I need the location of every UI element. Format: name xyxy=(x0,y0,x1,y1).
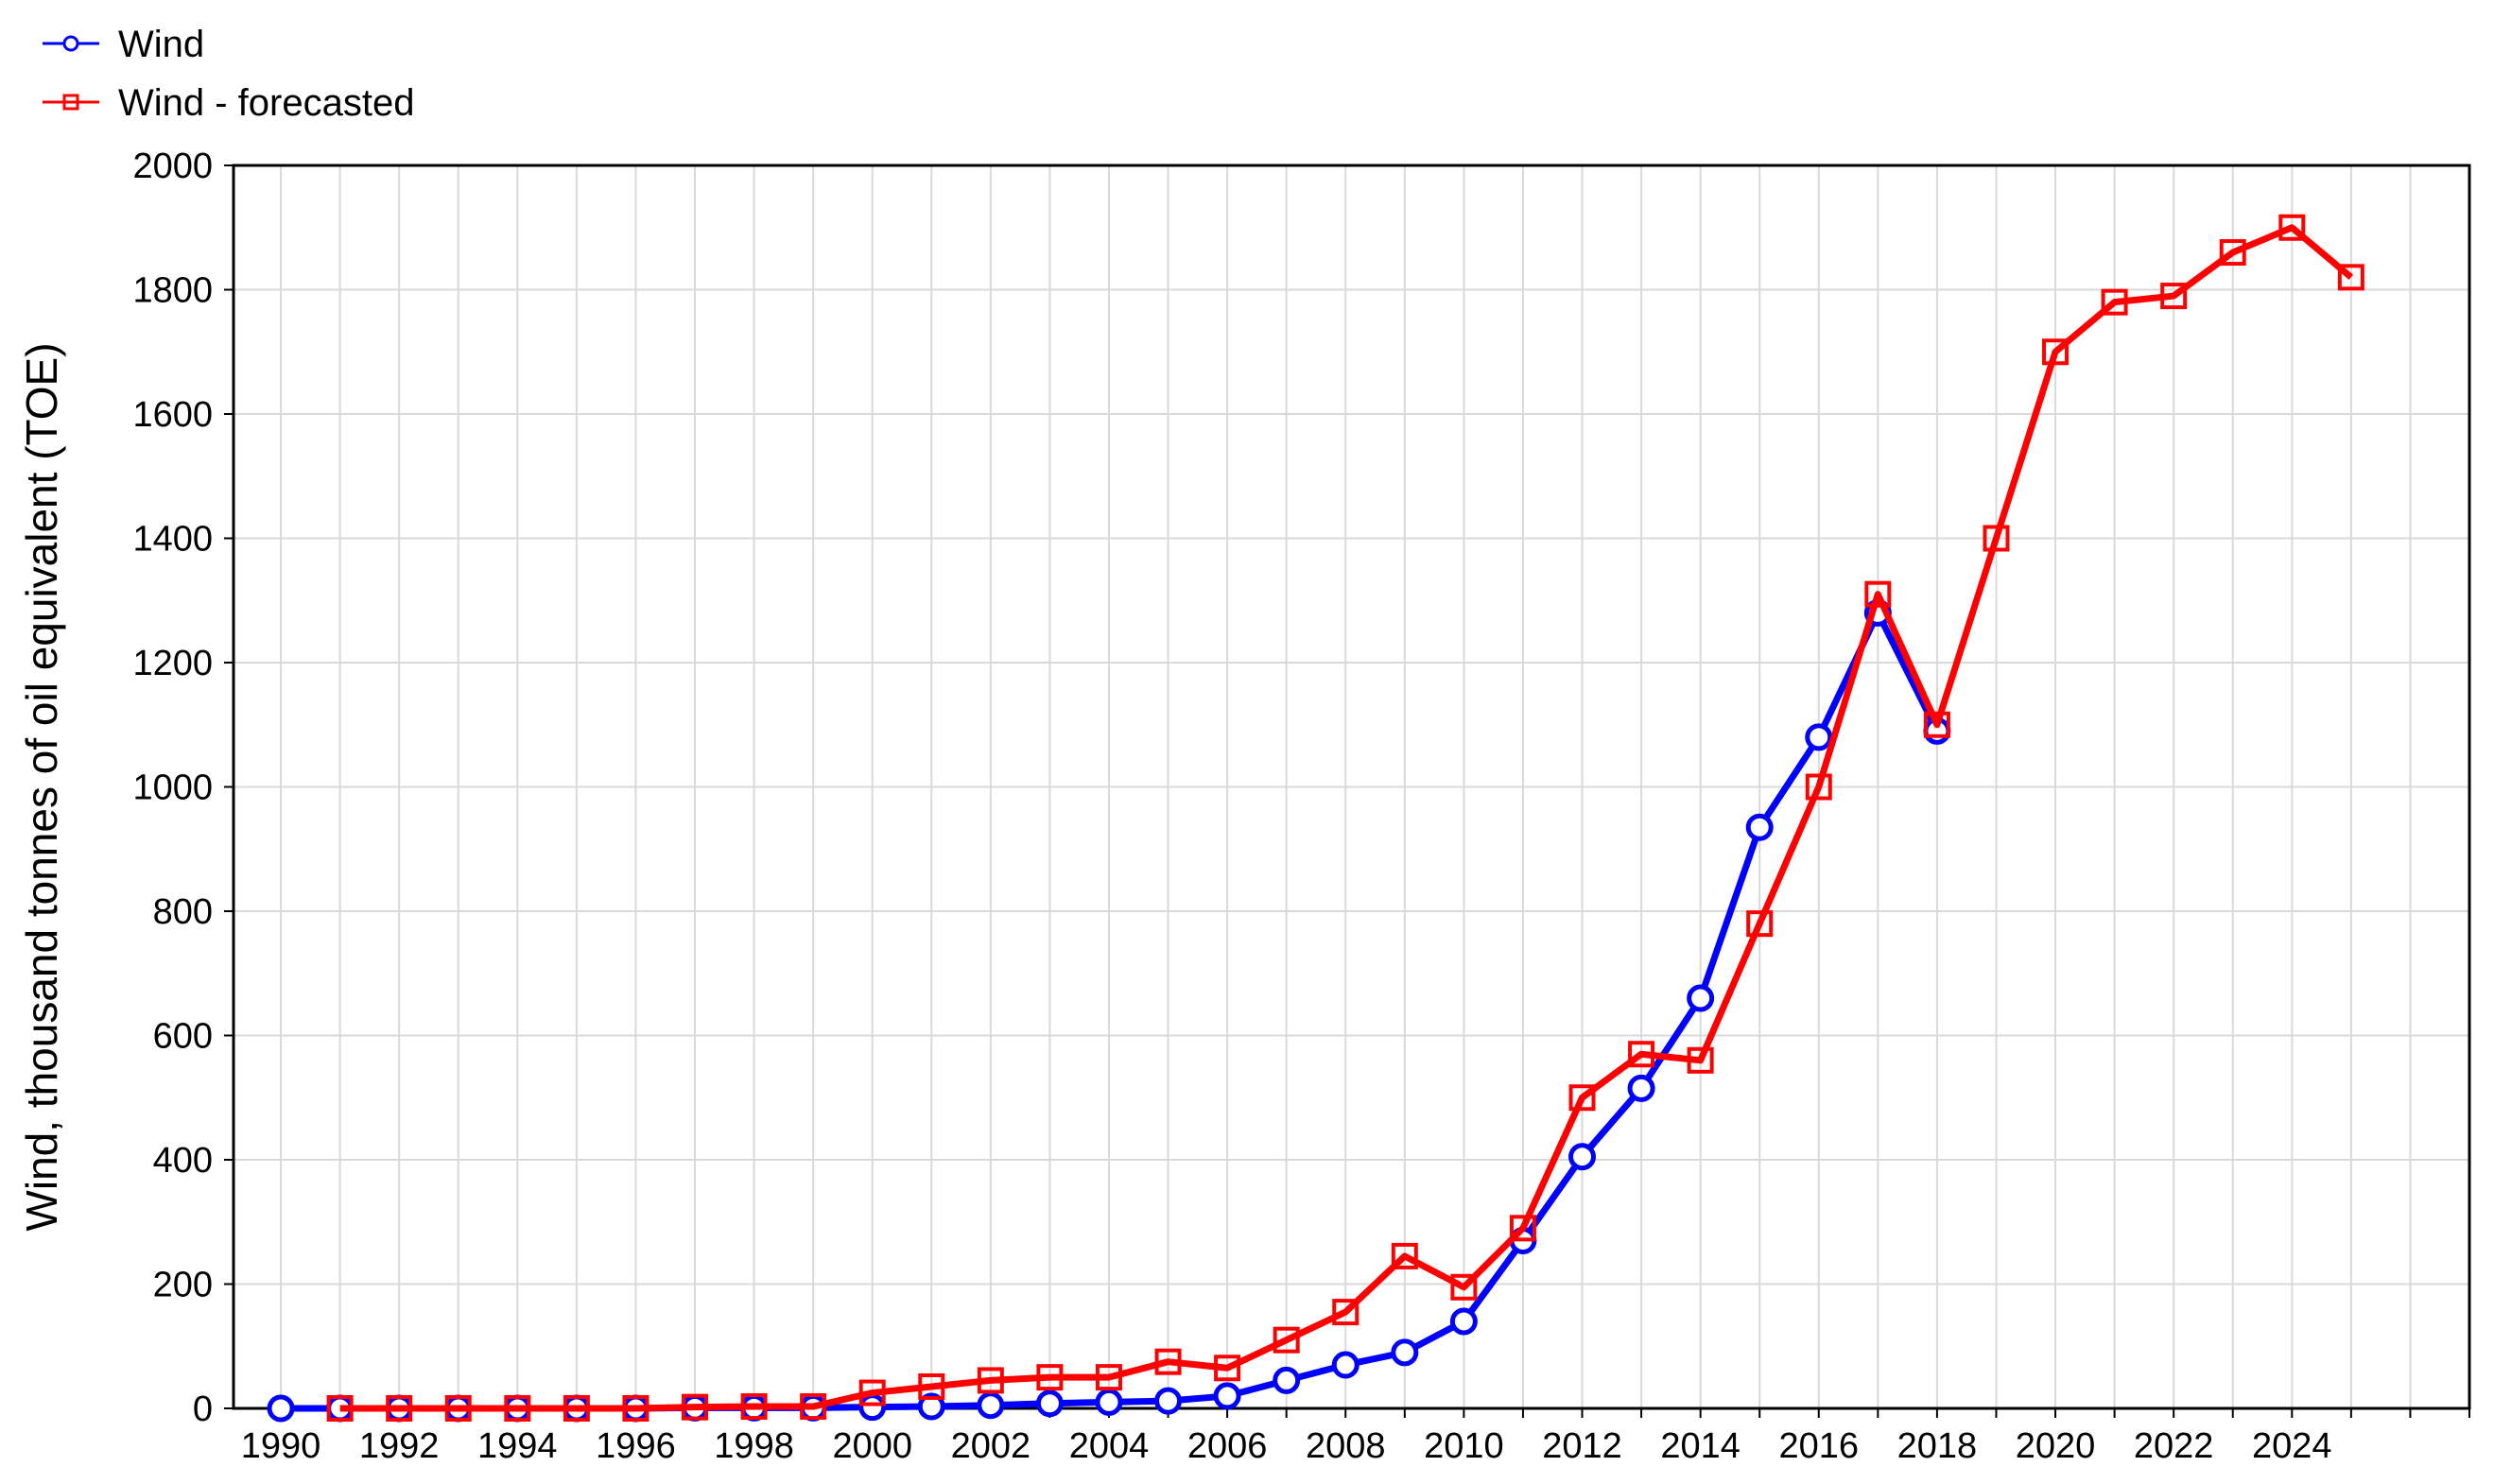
data-point xyxy=(1628,1041,1655,1068)
data-point xyxy=(1805,723,1833,751)
series-wind-forecasted xyxy=(326,214,2364,1422)
x-tick-label: 2004 xyxy=(1069,1426,1150,1466)
data-point xyxy=(2101,288,2128,316)
data-point xyxy=(1687,1046,1714,1074)
y-tick-label: 400 xyxy=(153,1141,213,1181)
data-point xyxy=(977,1367,1004,1394)
data-point xyxy=(504,1395,531,1422)
data-point xyxy=(1745,813,1774,841)
data-point xyxy=(1449,1307,1478,1336)
legend: Wind Wind - forecasted xyxy=(43,24,414,124)
data-point xyxy=(1509,1215,1536,1242)
data-point xyxy=(1627,1074,1655,1102)
data-point xyxy=(682,1393,709,1421)
y-tick-label: 0 xyxy=(193,1389,213,1429)
axis-ticks: 0 200 400 600 800 1000 1200 1400 1600 1800 2000 199… xyxy=(132,147,2470,1466)
data-point xyxy=(1095,1388,1123,1416)
data-point xyxy=(1154,1387,1183,1415)
data-point xyxy=(917,1392,945,1421)
data-point xyxy=(977,1391,1005,1420)
gridlines xyxy=(234,165,2470,1408)
x-tick-label: 1990 xyxy=(241,1426,321,1466)
legend-label: Wind - forecasted xyxy=(118,82,414,124)
y-tick-label: 1800 xyxy=(132,271,213,311)
data-point xyxy=(1332,1299,1360,1326)
x-tick-label: 2016 xyxy=(1778,1426,1859,1466)
y-axis-title: Wind, thousand tonnes of oil equivalent … xyxy=(17,342,66,1231)
x-tick-label: 2018 xyxy=(1897,1426,1978,1466)
x-tick-label: 2002 xyxy=(951,1426,1031,1466)
data-point xyxy=(1864,580,1892,608)
data-point xyxy=(2219,239,2246,267)
data-point xyxy=(1214,1355,1241,1382)
data-point xyxy=(1687,984,1715,1012)
data-point xyxy=(1035,1389,1064,1418)
data-point xyxy=(1568,1084,1596,1112)
data-point xyxy=(444,1395,472,1422)
data-point xyxy=(386,1395,413,1422)
legend-swatch-marker xyxy=(62,94,79,111)
x-tick-label: 2014 xyxy=(1660,1426,1741,1466)
legend-item: Wind xyxy=(43,24,204,65)
x-tick-label: 1994 xyxy=(477,1426,558,1466)
data-point xyxy=(1746,910,1774,938)
y-tick-label: 1000 xyxy=(132,768,213,808)
data-point xyxy=(2337,264,2364,291)
x-tick-label: 2012 xyxy=(1542,1426,1622,1466)
legend-item: Wind - forecasted xyxy=(43,82,414,124)
data-point xyxy=(2278,214,2306,241)
x-tick-label: 1998 xyxy=(714,1426,794,1466)
data-point xyxy=(1450,1273,1478,1301)
data-point xyxy=(267,1394,295,1423)
data-point xyxy=(1273,1326,1300,1354)
x-tick-label: 2000 xyxy=(832,1426,912,1466)
data-point xyxy=(858,1393,887,1422)
data-point xyxy=(1331,1351,1360,1379)
data-point xyxy=(1391,1242,1418,1269)
x-tick-label: 2006 xyxy=(1187,1426,1268,1466)
series-line xyxy=(339,224,2354,1412)
x-tick-label: 2022 xyxy=(2134,1426,2214,1466)
data-point xyxy=(1923,711,1950,738)
data-point xyxy=(326,1395,354,1422)
x-tick-label: 2020 xyxy=(2016,1426,2096,1466)
data-point xyxy=(1154,1348,1182,1375)
data-point xyxy=(1391,1338,1419,1367)
data-point xyxy=(563,1395,590,1422)
y-tick-label: 800 xyxy=(153,892,213,932)
legend-label: Wind xyxy=(118,24,204,65)
y-tick-label: 1600 xyxy=(132,395,213,435)
x-tick-label: 1996 xyxy=(596,1426,676,1466)
data-point xyxy=(2160,283,2188,310)
y-tick-label: 1400 xyxy=(132,520,213,560)
data-point xyxy=(1568,1143,1597,1171)
data-point xyxy=(1213,1382,1241,1410)
y-tick-label: 200 xyxy=(153,1266,213,1305)
y-tick-label: 600 xyxy=(153,1017,213,1057)
data-point xyxy=(1983,525,2010,552)
data-point xyxy=(800,1393,827,1421)
x-tick-label: 2024 xyxy=(2252,1426,2332,1466)
legend-swatch-marker xyxy=(62,35,79,52)
data-point xyxy=(918,1372,945,1400)
data-point xyxy=(858,1379,886,1406)
y-tick-label: 2000 xyxy=(132,147,213,186)
series-layer xyxy=(267,214,2364,1423)
y-tick-label: 1200 xyxy=(132,644,213,683)
data-point xyxy=(1095,1364,1122,1391)
data-point xyxy=(622,1395,649,1422)
x-tick-label: 2010 xyxy=(1424,1426,1504,1466)
data-point xyxy=(1273,1366,1301,1394)
data-point xyxy=(1805,773,1832,801)
x-tick-label: 2008 xyxy=(1306,1426,1386,1466)
x-tick-label: 1992 xyxy=(359,1426,440,1466)
data-point xyxy=(1036,1364,1064,1391)
data-point xyxy=(2042,338,2070,366)
data-point xyxy=(740,1393,768,1421)
